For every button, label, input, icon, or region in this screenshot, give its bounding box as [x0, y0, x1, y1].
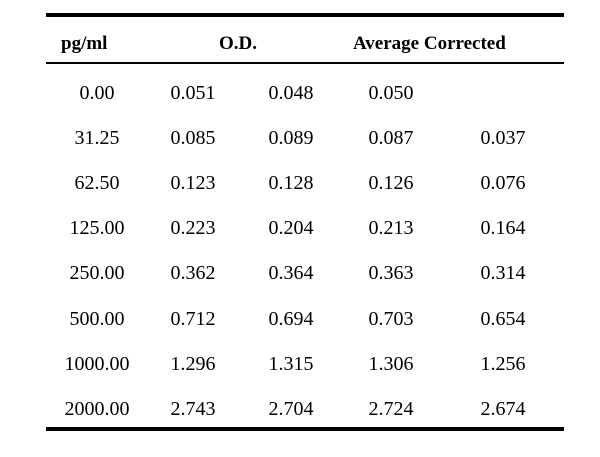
od-1-cell: 1.296 [170, 353, 216, 375]
table-top-rule [46, 13, 564, 17]
table-header-rule [46, 62, 564, 64]
od-2-cell: 0.048 [268, 82, 314, 104]
od-1-cell: 2.743 [170, 398, 216, 420]
od-2-cell: 0.204 [268, 217, 314, 239]
concentration-cell: 2000.00 [64, 398, 130, 420]
concentration-cell: 31.25 [74, 127, 120, 149]
corrected-cell: 0.037 [480, 127, 526, 149]
od-2-cell: 0.694 [268, 308, 314, 330]
average-cell: 1.306 [368, 353, 414, 375]
od-1-cell: 0.051 [170, 82, 216, 104]
table-bottom-rule [46, 427, 564, 431]
average-cell: 0.050 [368, 82, 414, 104]
concentration-cell: 1000.00 [64, 353, 130, 375]
header-od: O.D. [219, 33, 257, 54]
od-2-cell: 0.364 [268, 262, 314, 284]
od-1-cell: 0.223 [170, 217, 216, 239]
concentration-cell: 0.00 [79, 82, 115, 104]
od-1-cell: 0.362 [170, 262, 216, 284]
corrected-cell: 0.654 [480, 308, 526, 330]
od-2-cell: 0.128 [268, 172, 314, 194]
corrected-cell: 0.076 [480, 172, 526, 194]
od-2-cell: 0.089 [268, 127, 314, 149]
od-1-cell: 0.123 [170, 172, 216, 194]
od-2-cell: 2.704 [268, 398, 314, 420]
od-1-cell: 0.085 [170, 127, 216, 149]
corrected-cell: 1.256 [480, 353, 526, 375]
concentration-cell: 500.00 [69, 308, 125, 330]
average-cell: 0.126 [368, 172, 414, 194]
corrected-cell: 0.164 [480, 217, 526, 239]
header-concentration: pg/ml [61, 33, 108, 54]
average-cell: 0.363 [368, 262, 414, 284]
average-cell: 0.213 [368, 217, 414, 239]
header-average-corrected: Average Corrected [353, 33, 506, 54]
corrected-cell: 0.314 [480, 262, 526, 284]
average-cell: 2.724 [368, 398, 414, 420]
average-cell: 0.703 [368, 308, 414, 330]
od-1-cell: 0.712 [170, 308, 216, 330]
concentration-cell: 62.50 [74, 172, 120, 194]
od-2-cell: 1.315 [268, 353, 314, 375]
concentration-cell: 125.00 [69, 217, 125, 239]
corrected-cell: 2.674 [480, 398, 526, 420]
average-cell: 0.087 [368, 127, 414, 149]
concentration-cell: 250.00 [69, 262, 125, 284]
